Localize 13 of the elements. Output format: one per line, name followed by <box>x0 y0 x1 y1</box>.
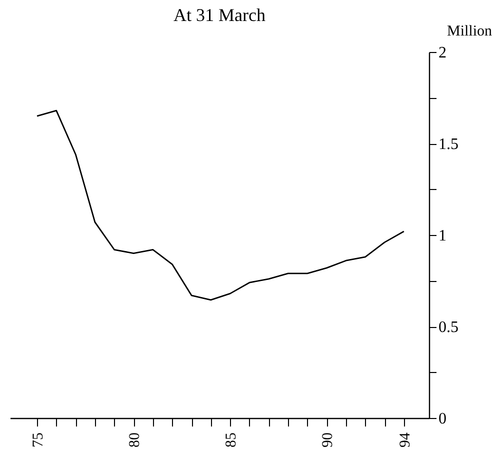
y-tick-label: 2 <box>438 44 446 62</box>
x-tick-label: 75 <box>30 432 47 448</box>
x-tick-label: 85 <box>224 432 240 448</box>
y-tick-label: 0.5 <box>438 319 458 336</box>
x-tick-label: 94 <box>397 432 414 448</box>
y-tick-label: 0 <box>438 410 446 428</box>
x-tick-label: 80 <box>127 432 144 448</box>
x-tick-label: 90 <box>320 432 336 448</box>
y-tick-label: 1 <box>438 228 446 244</box>
chart-title: At 31 March <box>174 5 266 25</box>
y-tick-label: 1.5 <box>438 136 458 153</box>
line-series <box>36 110 405 301</box>
y-axis-title: Million <box>446 24 492 40</box>
